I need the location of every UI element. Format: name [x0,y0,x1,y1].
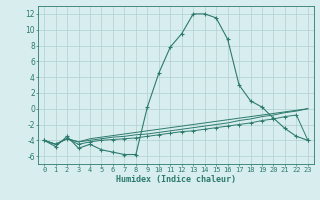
X-axis label: Humidex (Indice chaleur): Humidex (Indice chaleur) [116,175,236,184]
